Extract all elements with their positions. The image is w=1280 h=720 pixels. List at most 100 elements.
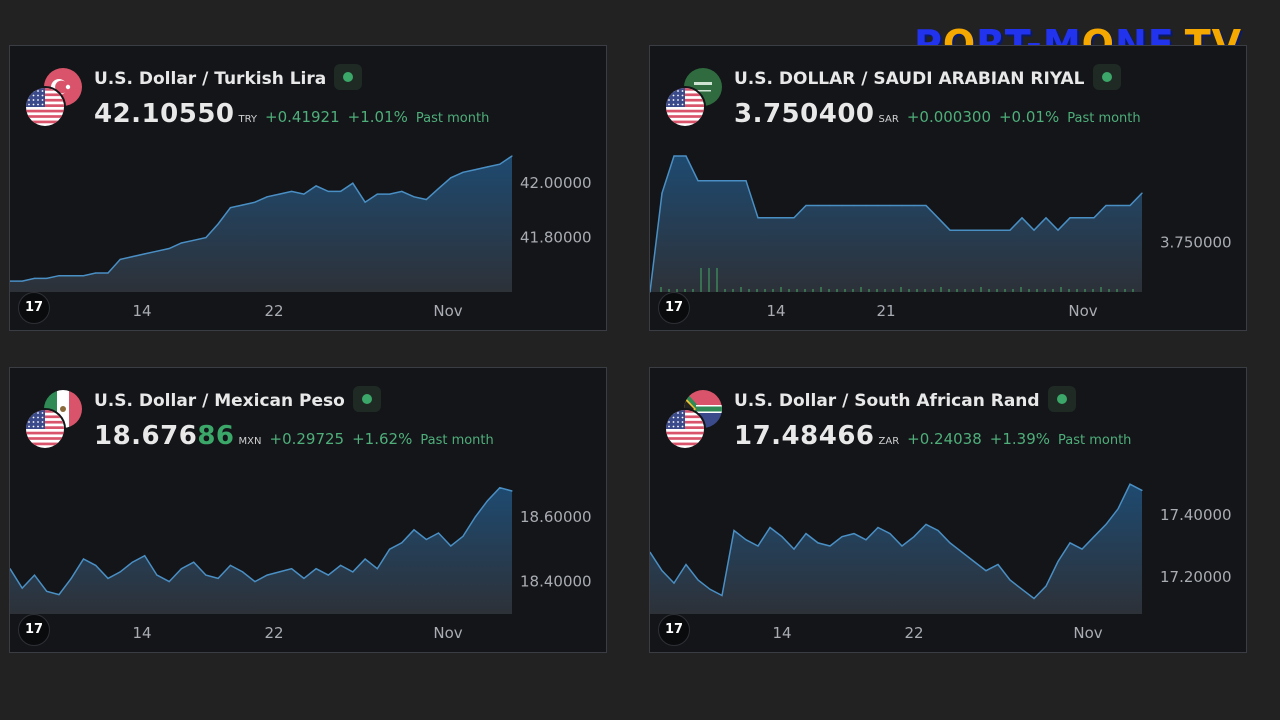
volume-bar <box>1004 289 1006 292</box>
symbol-title[interactable]: U.S. Dollar / Mexican Peso <box>94 386 381 414</box>
data-point <box>205 237 207 239</box>
tradingview-logo-icon[interactable]: 17 <box>658 614 690 646</box>
data-point <box>913 204 915 207</box>
data-point <box>33 574 36 576</box>
volume-bar <box>780 287 782 292</box>
x-tick-label: 22 <box>264 624 283 642</box>
volume-bar <box>1020 287 1022 292</box>
symbol-title[interactable]: U.S. Dollar / South African Rand <box>734 386 1076 414</box>
data-point <box>793 217 795 219</box>
volume-bar <box>692 289 694 292</box>
tradingview-logo-icon[interactable]: 17 <box>18 292 50 324</box>
data-point <box>757 545 759 547</box>
data-point <box>889 204 891 207</box>
tradingview-logo-icon[interactable]: 17 <box>18 614 50 646</box>
price-change: +0.000300 <box>906 108 991 126</box>
widget-usd-zar[interactable]: U.S. Dollar / South African Rand 17.48466… <box>649 367 1247 653</box>
data-point <box>1093 217 1095 219</box>
data-point <box>131 561 133 563</box>
price-chart[interactable]: 17.40000 17.20000 14 22 Nov <box>650 368 1247 653</box>
series-area <box>10 156 512 292</box>
data-point <box>853 533 855 535</box>
price-chart[interactable]: 3.750000 14 21 Nov <box>650 46 1247 331</box>
data-point <box>205 574 207 576</box>
data-point <box>389 548 391 550</box>
series-area <box>650 156 1142 292</box>
period-label: Past month <box>1058 433 1132 448</box>
volume-bar <box>964 289 966 292</box>
data-point <box>486 500 489 502</box>
volume-bar <box>1092 289 1094 292</box>
data-point <box>1129 483 1131 485</box>
last-price: 18.67686 <box>94 421 235 451</box>
data-point <box>193 561 195 563</box>
data-point <box>817 204 819 207</box>
data-point <box>340 190 342 192</box>
volume-bar <box>756 289 758 292</box>
data-point <box>1045 217 1047 219</box>
data-point <box>254 581 256 583</box>
data-point <box>376 193 378 195</box>
data-point <box>21 587 23 589</box>
volume-bar <box>788 289 790 292</box>
volume-bar <box>676 289 678 292</box>
price-chart[interactable]: 42.00000 41.80000 14 22 Nov <box>10 46 607 331</box>
volume-bar <box>1076 289 1078 292</box>
data-point <box>107 272 109 274</box>
market-open-status-icon <box>1092 64 1121 90</box>
data-point <box>278 571 280 573</box>
data-point <box>46 590 48 592</box>
volume-bar <box>884 289 886 292</box>
volume-bar <box>1052 289 1054 292</box>
data-point <box>10 280 11 282</box>
x-tick-label: 14 <box>132 302 151 320</box>
data-point <box>757 217 759 219</box>
symbol-title[interactable]: U.S. DOLLAR / SAUDI ARABIAN RIYAL <box>734 64 1121 92</box>
data-point <box>769 217 771 219</box>
tradingview-logo-icon[interactable]: 17 <box>658 292 690 324</box>
data-point <box>266 196 268 198</box>
data-point <box>413 529 415 531</box>
volume-bar <box>1028 289 1030 292</box>
data-point <box>805 204 807 207</box>
price-change-percent: +1.01% <box>347 108 408 126</box>
data-point <box>144 555 146 557</box>
price-row: 3.750400 SAR +0.000300 +0.01% Past month <box>734 98 1141 136</box>
x-tick-label: 14 <box>766 302 785 320</box>
data-point <box>925 523 927 525</box>
volume-bar <box>684 289 686 292</box>
widget-usd-mxn[interactable]: U.S. Dollar / Mexican Peso 18.67686 MXN +0.… <box>9 367 607 653</box>
data-point <box>82 558 85 560</box>
x-tick-label: 22 <box>264 302 283 320</box>
data-point <box>58 594 60 596</box>
data-point <box>673 155 675 157</box>
data-point <box>733 180 735 182</box>
currency-flags <box>664 68 724 128</box>
widget-usd-try[interactable]: U.S. Dollar / Turkish Lira 42.10550 TRY +0.… <box>9 45 607 331</box>
y-tick-label: 17.40000 <box>1160 506 1232 524</box>
data-point <box>853 204 855 207</box>
data-point <box>499 487 501 489</box>
data-point <box>1105 523 1107 525</box>
volume-bar <box>940 287 942 292</box>
series-line <box>650 155 1143 293</box>
symbol-title[interactable]: U.S. Dollar / Turkish Lira <box>94 64 363 92</box>
volume-bar <box>708 268 710 292</box>
volume-bar <box>996 289 998 292</box>
price-chart[interactable]: 18.60000 18.40000 14 22 Nov <box>10 368 607 653</box>
widget-usd-sar[interactable]: U.S. DOLLAR / SAUDI ARABIAN RIYAL 3.75040… <box>649 45 1247 331</box>
data-point <box>1021 588 1023 590</box>
data-point <box>229 564 231 566</box>
currency-code: TRY <box>238 114 258 125</box>
data-point <box>327 574 329 576</box>
symbol-title-text: U.S. DOLLAR / SAUDI ARABIAN RIYAL <box>734 69 1085 89</box>
data-point <box>486 166 489 168</box>
data-point <box>70 577 72 579</box>
data-point <box>949 229 951 231</box>
x-tick-label: Nov <box>1073 624 1102 642</box>
data-point <box>352 182 354 184</box>
data-point <box>961 229 963 231</box>
data-point <box>841 536 843 538</box>
data-point <box>709 180 711 182</box>
volume-bar <box>900 287 902 292</box>
